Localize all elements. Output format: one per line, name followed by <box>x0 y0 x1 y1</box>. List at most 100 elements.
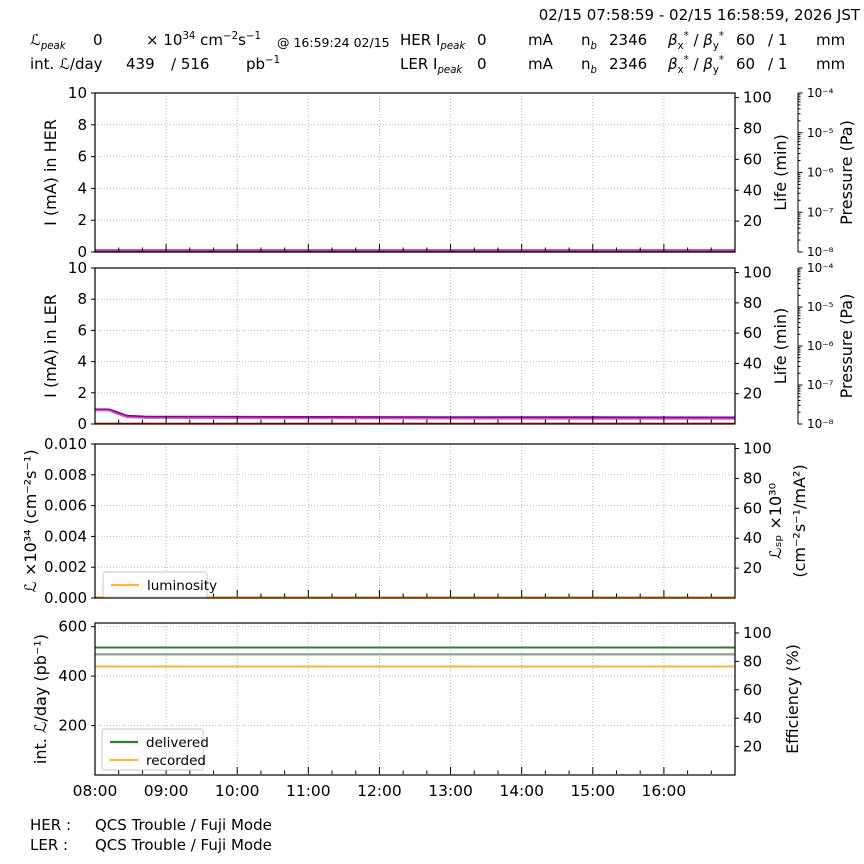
right-tick-label: 40 <box>743 181 762 199</box>
legend-label: recorded <box>146 753 206 769</box>
y-tick-label: 10 <box>68 84 87 102</box>
x-tick-label: 15:00 <box>570 782 615 800</box>
plot-frame <box>94 92 736 253</box>
intl-label: int. ℒ/day <box>30 55 103 73</box>
her-ipeak-value: 0 <box>477 31 487 49</box>
right-tick-label: 100 <box>743 439 772 457</box>
x-tick-label: 09:00 <box>144 782 189 800</box>
pressure-tick-label: 10⁻⁷ <box>807 378 834 392</box>
pressure-axis-label: Pressure (Pa) <box>837 294 856 399</box>
right-tick-label: 80 <box>743 120 762 138</box>
y-axis-label: I (mA) in HER <box>41 119 60 226</box>
right-tick-label: 100 <box>743 264 772 282</box>
plot-frame <box>94 443 736 599</box>
integrated-luminosity-plot: 200 400 600 int. ℒ/day (pb⁻¹) 20 40 60 80 100 Eff… <box>31 618 802 800</box>
right-tick-label: 40 <box>743 709 762 727</box>
y-tick-label: 2 <box>77 211 87 229</box>
intl-sep: / 516 <box>171 55 210 73</box>
y-tick-label: 8 <box>77 116 87 134</box>
intl-unit: pb−1 <box>246 55 281 73</box>
her-nb-value: 2346 <box>609 31 648 49</box>
y-tick-label: 10 <box>68 259 87 277</box>
right-axis-label: Life (min) <box>771 134 790 211</box>
x-tick-label: 13:00 <box>428 782 473 800</box>
y-tick-label: 0 <box>77 415 87 433</box>
right-tick-label: 80 <box>743 652 762 670</box>
ler-current-plot: 0 2 4 6 8 10 I (mA) in LER 20 40 60 80 100 Life (min… <box>41 259 856 433</box>
y-tick-label: 0.006 <box>44 497 87 515</box>
x-tick-label: 10:00 <box>215 782 260 800</box>
ler-nb-label: nb <box>581 55 597 76</box>
right-axis-label: (cm⁻²s⁻¹/mA²) <box>790 464 809 577</box>
x-tick-label: 11:00 <box>286 782 331 800</box>
pressure-tick-label: 10⁻⁸ <box>807 245 834 259</box>
right-tick-label: 100 <box>743 624 772 642</box>
x-tick-label: 16:00 <box>642 782 687 800</box>
her-status-text: QCS Trouble / Fuji Mode <box>95 816 272 834</box>
right-tick-label: 80 <box>743 469 762 487</box>
her-status-label: HER : <box>30 816 72 834</box>
her-ipeak-unit: mA <box>528 31 553 49</box>
right-axis-label: ℒₛₚ ×10³⁰ <box>766 483 785 559</box>
ler-beta-unit: mm <box>816 55 846 73</box>
right-tick-label: 60 <box>743 324 762 342</box>
y-tick-label: 200 <box>58 717 87 735</box>
pressure-tick-label: 10⁻⁶ <box>807 339 834 353</box>
right-tick-label: 40 <box>743 354 762 372</box>
plot-frame <box>94 267 736 425</box>
x-tick-label: 12:00 <box>357 782 402 800</box>
ler-beta-label: βx* / βy* <box>668 55 724 76</box>
ler-nb-value: 2346 <box>609 55 648 73</box>
series-i-ler <box>94 408 736 419</box>
her-beta-value: 60 <box>736 31 756 49</box>
her-ipeak-label: HER Ipeak <box>400 31 466 52</box>
y-tick-label: 0.004 <box>44 527 87 545</box>
pressure-tick-label: 10⁻⁶ <box>807 166 834 180</box>
lpeak-timestamp: @ 16:59:24 02/15 <box>277 35 390 50</box>
y-axis-label: int. ℒ/day (pb⁻¹) <box>31 634 50 764</box>
lpeak-label: ℒpeak <box>30 31 66 52</box>
right-tick-label: 60 <box>743 681 762 699</box>
pressure-axis-label: Pressure (Pa) <box>837 120 856 225</box>
pressure-tick-label: 10⁻⁵ <box>807 300 834 314</box>
right-tick-label: 60 <box>743 150 762 168</box>
ler-beta-value: 60 <box>736 55 756 73</box>
right-tick-label: 100 <box>743 89 772 107</box>
right-tick-label: 60 <box>743 499 762 517</box>
y-axis-label: I (mA) in LER <box>41 294 60 398</box>
lpeak-value: 0 <box>93 31 103 49</box>
ler-ipeak-label: LER Ipeak <box>400 55 463 76</box>
plot-frame <box>94 622 736 776</box>
y-tick-label: 0.008 <box>44 466 87 484</box>
x-tick-label: 14:00 <box>499 782 544 800</box>
time-range-title: 02/15 07:58:59 - 02/15 16:58:59, 2026 JS… <box>538 6 860 24</box>
y-tick-label: 0.000 <box>44 589 87 607</box>
ler-ipeak-value: 0 <box>477 55 487 73</box>
y-tick-label: 6 <box>77 321 87 339</box>
y-tick-label: 4 <box>77 353 87 371</box>
right-axis-label: Life (min) <box>771 308 790 385</box>
lpeak-unit: × 1034 cm−2s−1 <box>146 31 261 49</box>
y-tick-label: 0 <box>77 243 87 261</box>
pressure-tick-label: 10⁻⁴ <box>807 261 834 275</box>
right-tick-label: 20 <box>743 559 762 577</box>
right-tick-label: 80 <box>743 294 762 312</box>
x-tick-label: 08:00 <box>73 782 118 800</box>
intl-value: 439 <box>126 55 155 73</box>
y-tick-label: 0.010 <box>44 435 87 453</box>
y-tick-label: 8 <box>77 290 87 308</box>
pressure-tick-label: 10⁻⁵ <box>807 126 834 140</box>
right-tick-label: 20 <box>743 738 762 756</box>
ler-beta-sep: / 1 <box>768 55 788 73</box>
y-axis-label: ℒ ×10³⁴ (cm⁻²s⁻¹) <box>21 449 40 592</box>
y-tick-label: 0.002 <box>44 558 87 576</box>
her-beta-unit: mm <box>816 31 846 49</box>
pressure-tick-label: 10⁻⁴ <box>807 86 834 100</box>
pressure-tick-label: 10⁻⁷ <box>807 205 834 219</box>
legend-label: delivered <box>146 735 209 751</box>
y-tick-label: 400 <box>58 667 87 685</box>
ler-status-text: QCS Trouble / Fuji Mode <box>95 836 272 854</box>
